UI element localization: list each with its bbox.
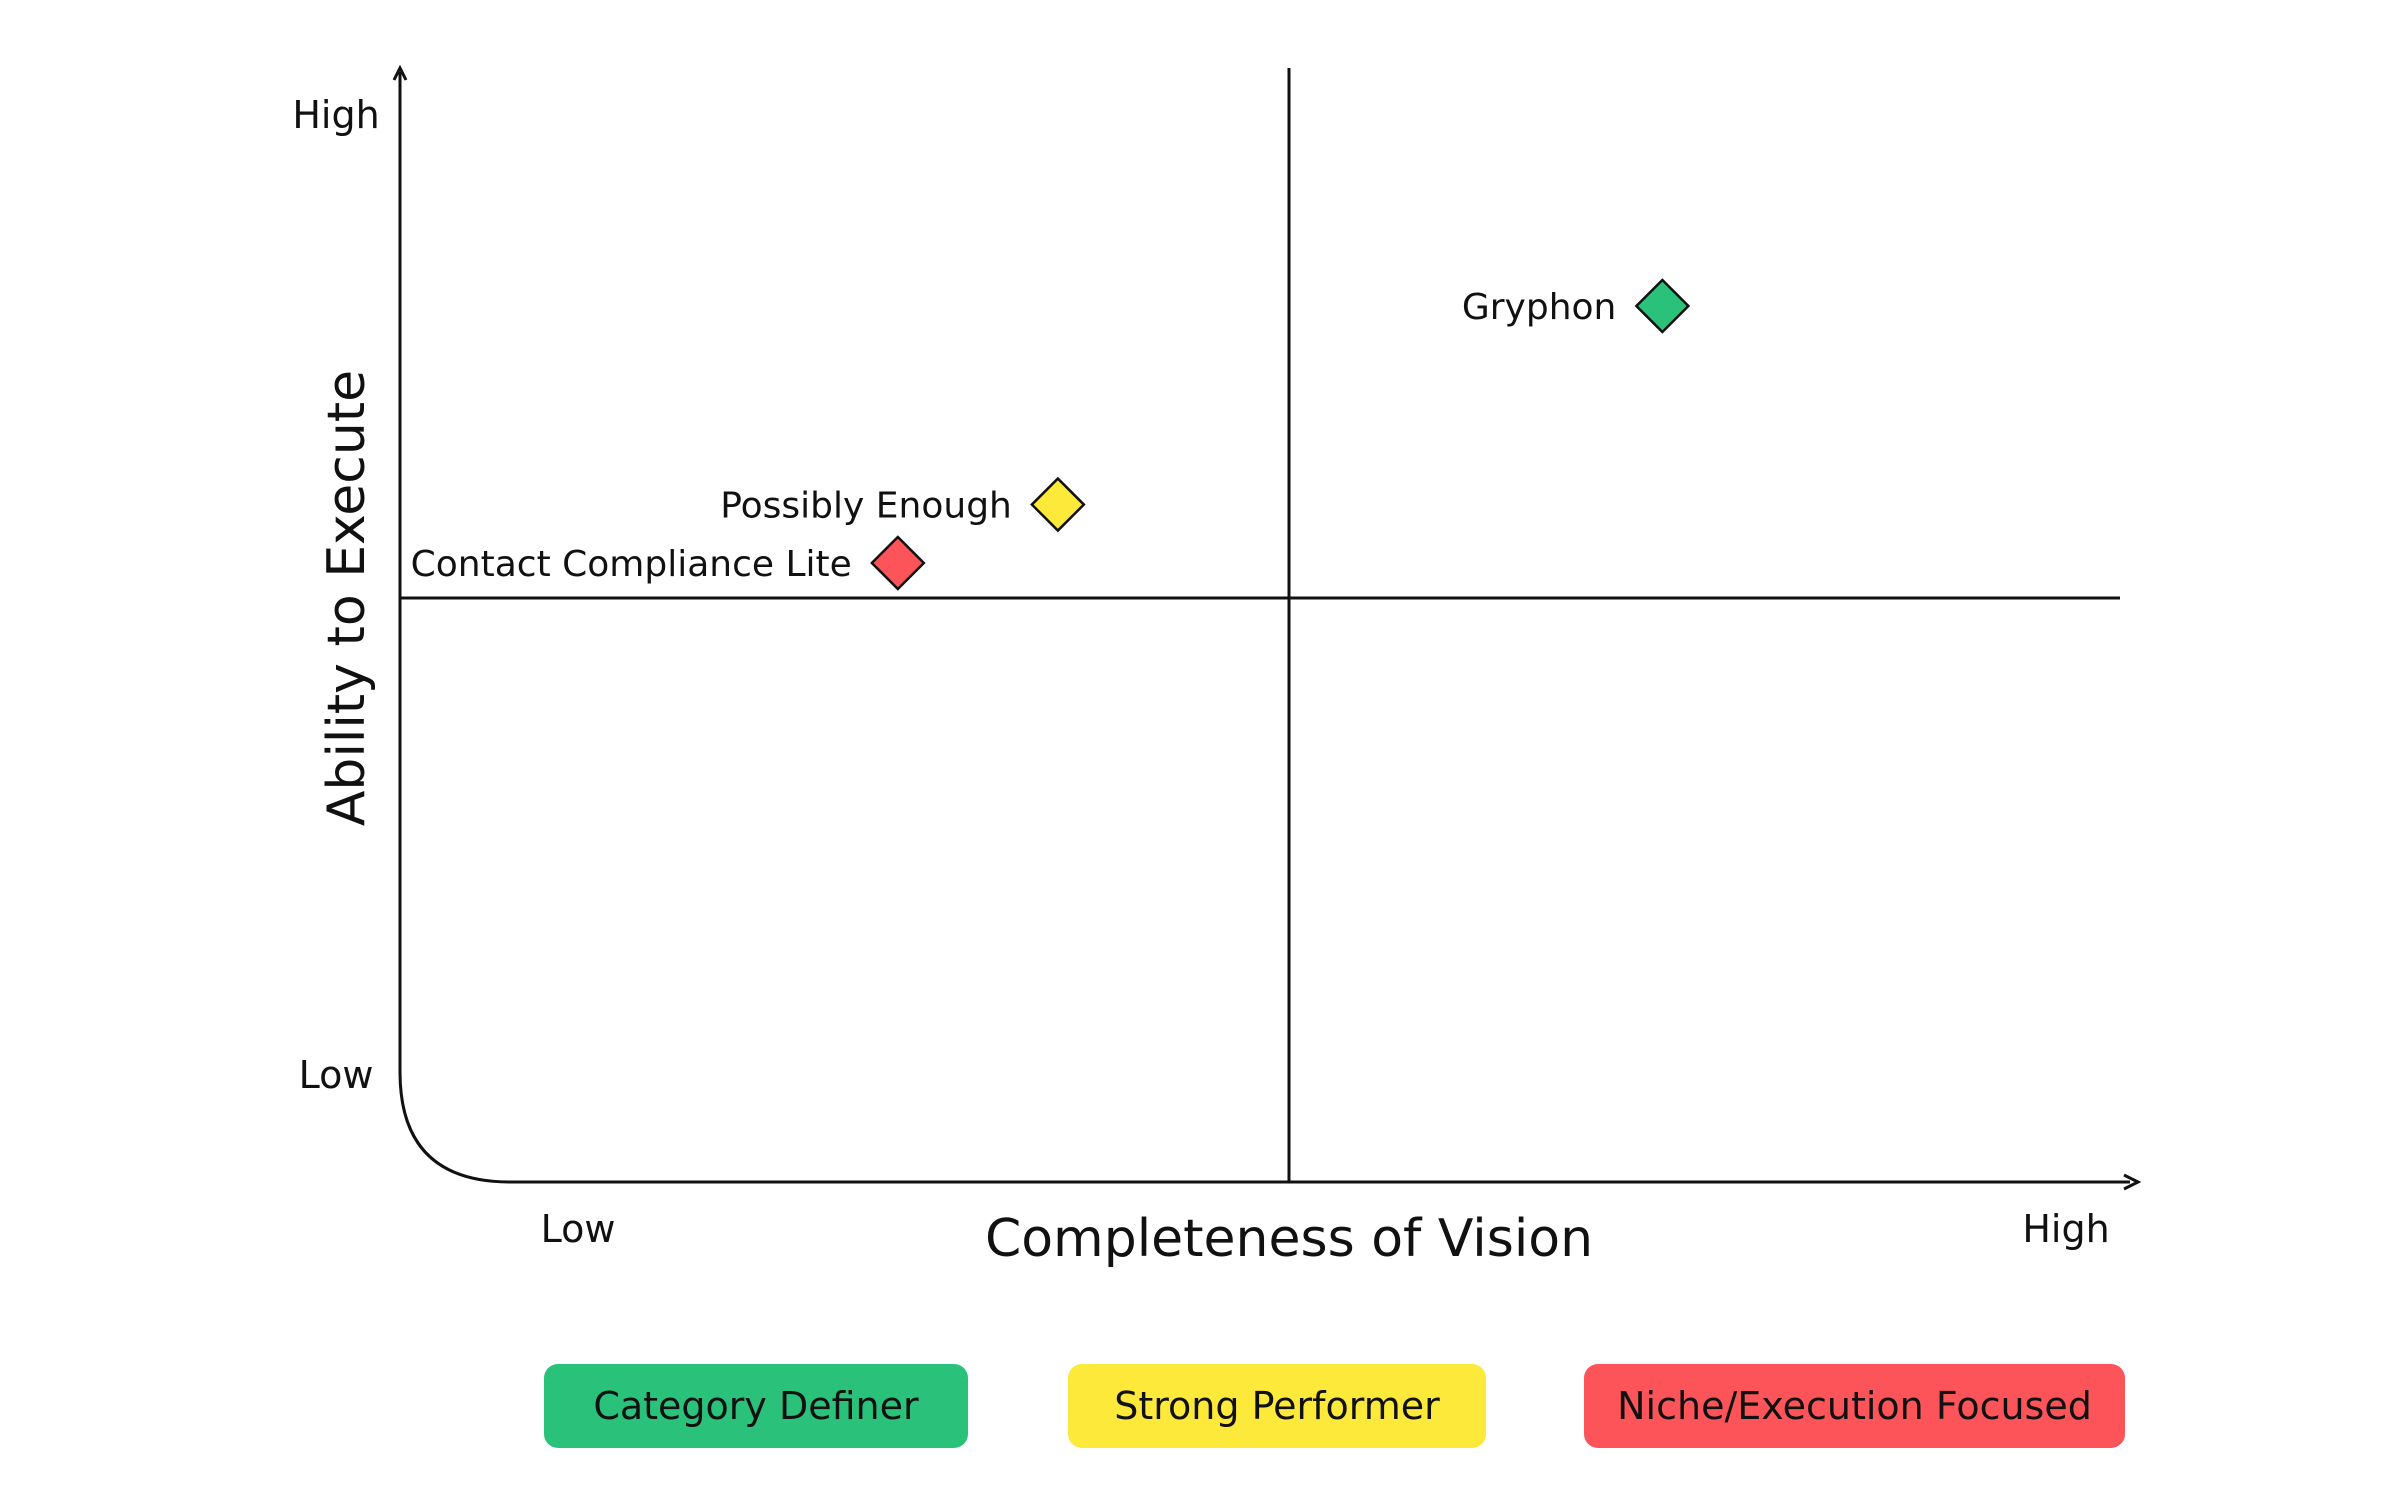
- y-tick-low: Low: [299, 1053, 374, 1097]
- point-label-contact-compliance-lite: Contact Compliance Lite: [411, 544, 852, 585]
- data-points: Gryphon Possibly Enough Contact Compliance…: [411, 278, 1691, 591]
- y-tick-high: High: [292, 93, 379, 137]
- point-label-possibly-enough: Possibly Enough: [720, 486, 1012, 527]
- legend-swatch-strong-performer[interactable]: [1068, 1364, 1486, 1448]
- axes: [392, 64, 2142, 1191]
- x-tick-high: High: [2022, 1207, 2109, 1251]
- y-axis-line: [398, 72, 2130, 1184]
- x-axis-title: Completeness of Vision: [985, 1209, 1593, 1269]
- y-axis-title: Ability to Execute: [317, 370, 377, 826]
- point-label-gryphon: Gryphon: [1462, 287, 1617, 328]
- x-axis-arrow: [2123, 1173, 2142, 1191]
- legend-label-category-definer: Category Definer: [593, 1384, 919, 1428]
- point-marker-gryphon[interactable]: [1634, 278, 1691, 334]
- x-tick-low: Low: [541, 1207, 616, 1251]
- legend-label-strong-performer: Strong Performer: [1114, 1384, 1440, 1428]
- legend-swatch-category-definer[interactable]: [544, 1364, 968, 1448]
- point-marker-contact-compliance-lite[interactable]: [870, 535, 926, 591]
- legend: Category Definer Strong Performer Niche/Ex…: [544, 1364, 2125, 1448]
- legend-swatch-niche-execution-focused[interactable]: [1584, 1364, 2125, 1448]
- point-marker-possibly-enough[interactable]: [1030, 476, 1086, 533]
- legend-label-niche-execution-focused: Niche/Execution Focused: [1617, 1384, 2092, 1428]
- y-axis-arrow: [392, 64, 408, 81]
